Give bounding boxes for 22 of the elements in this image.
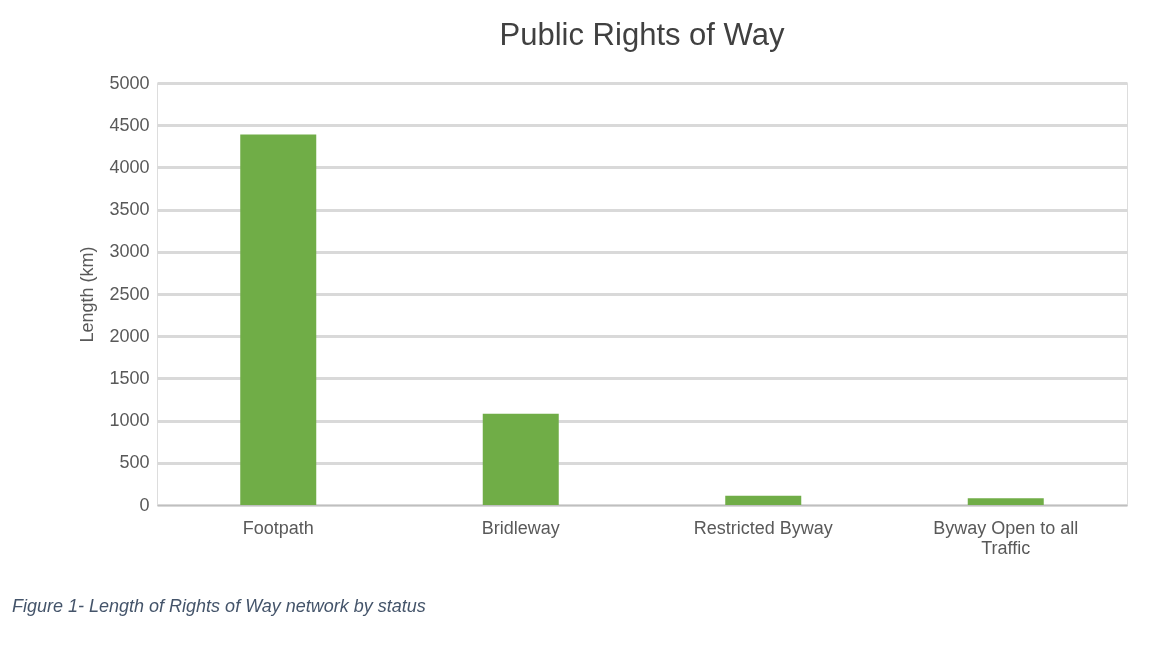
y-tick-label: 1000: [109, 410, 150, 431]
x-tick-label: Byway Open to all Traffic: [933, 517, 1079, 558]
bar: [240, 134, 317, 505]
y-tick-label: 1500: [109, 367, 150, 388]
bar: [725, 495, 802, 505]
y-tick-label: 0: [139, 494, 150, 515]
y-tick-label: 2000: [109, 325, 150, 346]
bar: [967, 498, 1044, 505]
y-tick-label: 3000: [109, 241, 150, 262]
x-tick-label: Footpath: [242, 517, 314, 538]
y-tick-label: 5000: [109, 72, 150, 93]
y-tick-label: 4000: [109, 156, 150, 177]
y-tick-label: 2500: [109, 283, 150, 304]
chart-title: Public Rights of Way: [499, 17, 785, 52]
y-tick-label: 500: [119, 452, 150, 473]
x-tick-label: Restricted Byway: [693, 517, 833, 538]
caption: Figure 1- Length of Rights of Way network by status: [12, 596, 426, 616]
bar: [482, 413, 559, 505]
x-tick-label: Bridleway: [481, 517, 560, 538]
y-tick-label: 4500: [109, 114, 150, 135]
y-tick-label: 3500: [109, 199, 150, 220]
y-axis-title: Length (km): [77, 246, 98, 343]
